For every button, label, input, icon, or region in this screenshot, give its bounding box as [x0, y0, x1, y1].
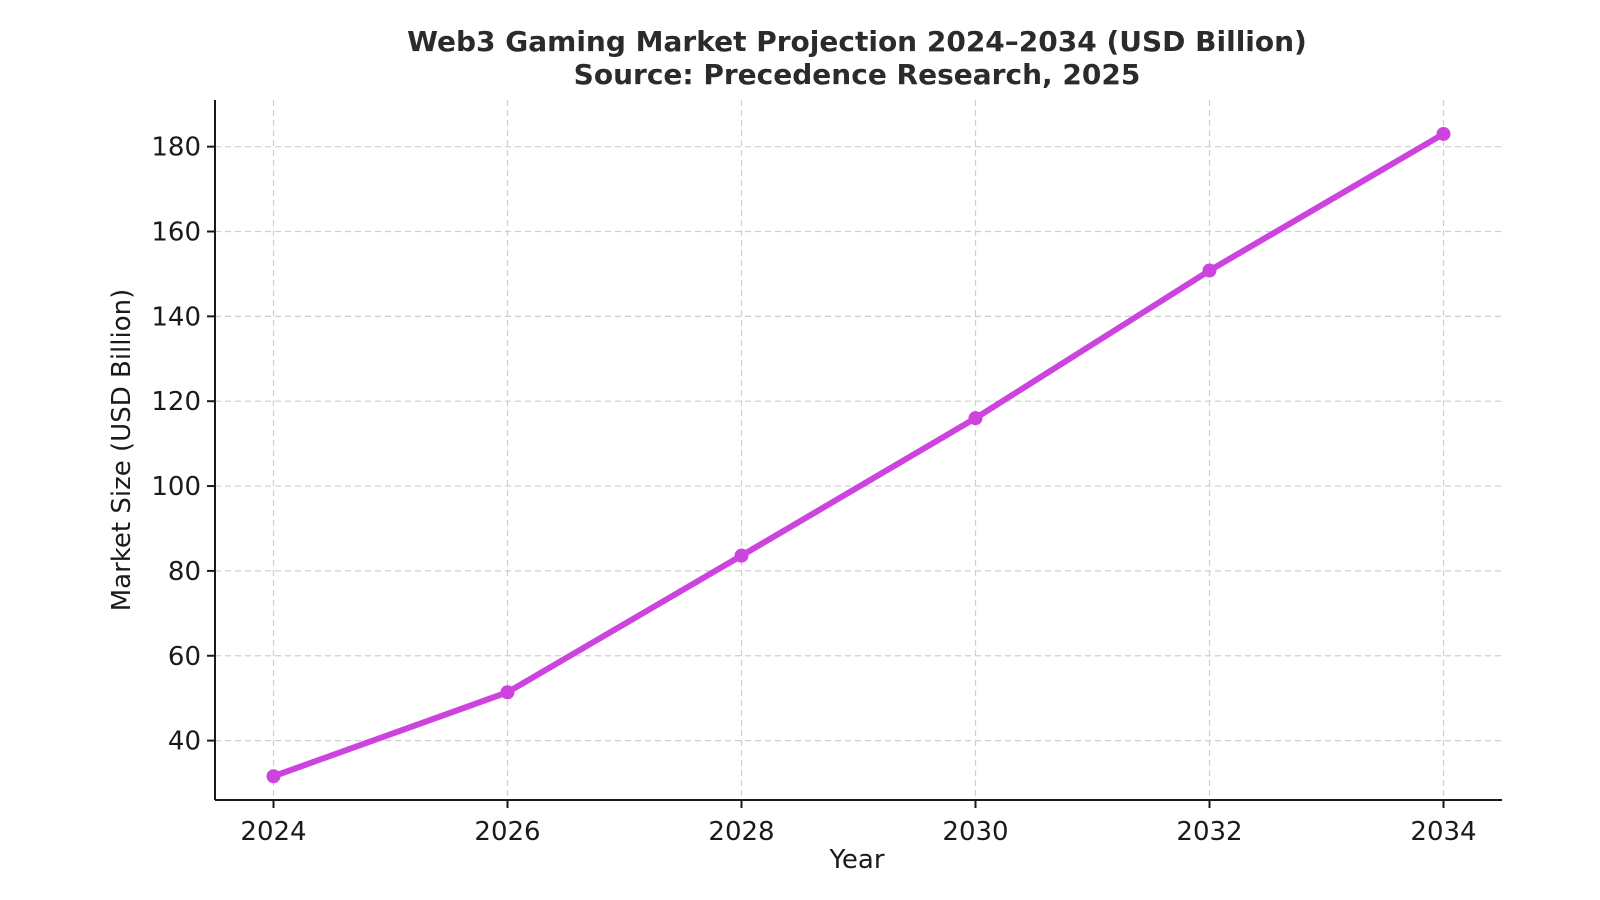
y-tick-label: 120	[151, 387, 201, 417]
x-tick-label: 2034	[1410, 817, 1476, 847]
data-point	[968, 411, 983, 426]
grid	[215, 100, 1502, 800]
data-point	[266, 769, 281, 784]
y-tick-label: 180	[151, 133, 201, 163]
x-tick-label: 2026	[474, 817, 540, 847]
series	[266, 126, 1451, 784]
chart-subtitle: Source: Precedence Research, 2025	[574, 58, 1141, 91]
data-point	[734, 548, 749, 563]
y-tick-label: 100	[151, 472, 201, 502]
y-tick-label: 60	[168, 642, 201, 672]
series-line	[270, 130, 1447, 780]
y-tick-label: 160	[151, 218, 201, 248]
y-axis-label: Market Size (USD Billion)	[107, 289, 137, 612]
tick-labels: 40 60 80 100 120 140 160 180 2024 2026 2028 2030 203…	[151, 133, 1476, 847]
x-tick-label: 2028	[708, 817, 774, 847]
x-tick-label: 2032	[1176, 817, 1242, 847]
axes	[214, 100, 1502, 801]
x-axis-label: Year	[828, 845, 884, 875]
y-tick-label: 140	[151, 302, 201, 332]
chart-title: Web3 Gaming Market Projection 2024–2034 …	[407, 25, 1307, 58]
y-tick-label: 40	[168, 727, 201, 757]
x-tick-label: 2024	[240, 817, 306, 847]
y-tick-label: 80	[168, 557, 201, 587]
x-tick-label: 2030	[942, 817, 1008, 847]
data-point	[1202, 263, 1217, 278]
data-point	[1436, 126, 1451, 141]
data-point	[500, 685, 515, 700]
